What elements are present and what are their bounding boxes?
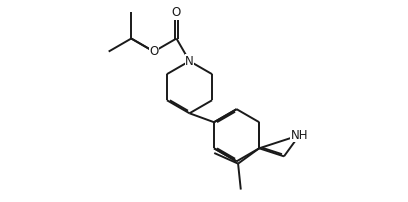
Text: NH: NH [290,129,308,142]
Text: O: O [149,45,158,58]
Text: O: O [172,6,181,19]
Text: N: N [185,55,194,68]
